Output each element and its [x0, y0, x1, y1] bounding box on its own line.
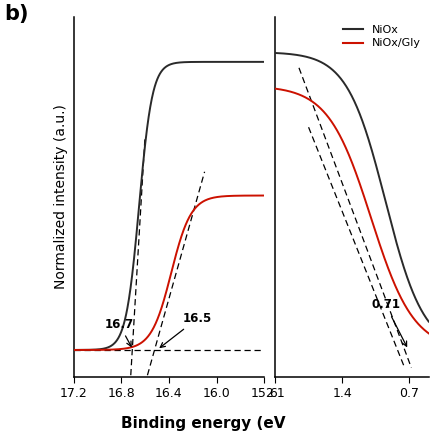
Y-axis label: Normalized intensity (a.u.): Normalized intensity (a.u.): [54, 105, 68, 289]
Text: Binding energy (eV: Binding energy (eV: [121, 416, 286, 431]
Legend: NiOx, NiOx/Gly: NiOx, NiOx/Gly: [341, 23, 423, 51]
Text: b): b): [4, 4, 29, 24]
Text: 16.5: 16.5: [160, 312, 213, 347]
Text: 0.71: 0.71: [371, 298, 407, 346]
Text: 16.7: 16.7: [105, 318, 134, 346]
